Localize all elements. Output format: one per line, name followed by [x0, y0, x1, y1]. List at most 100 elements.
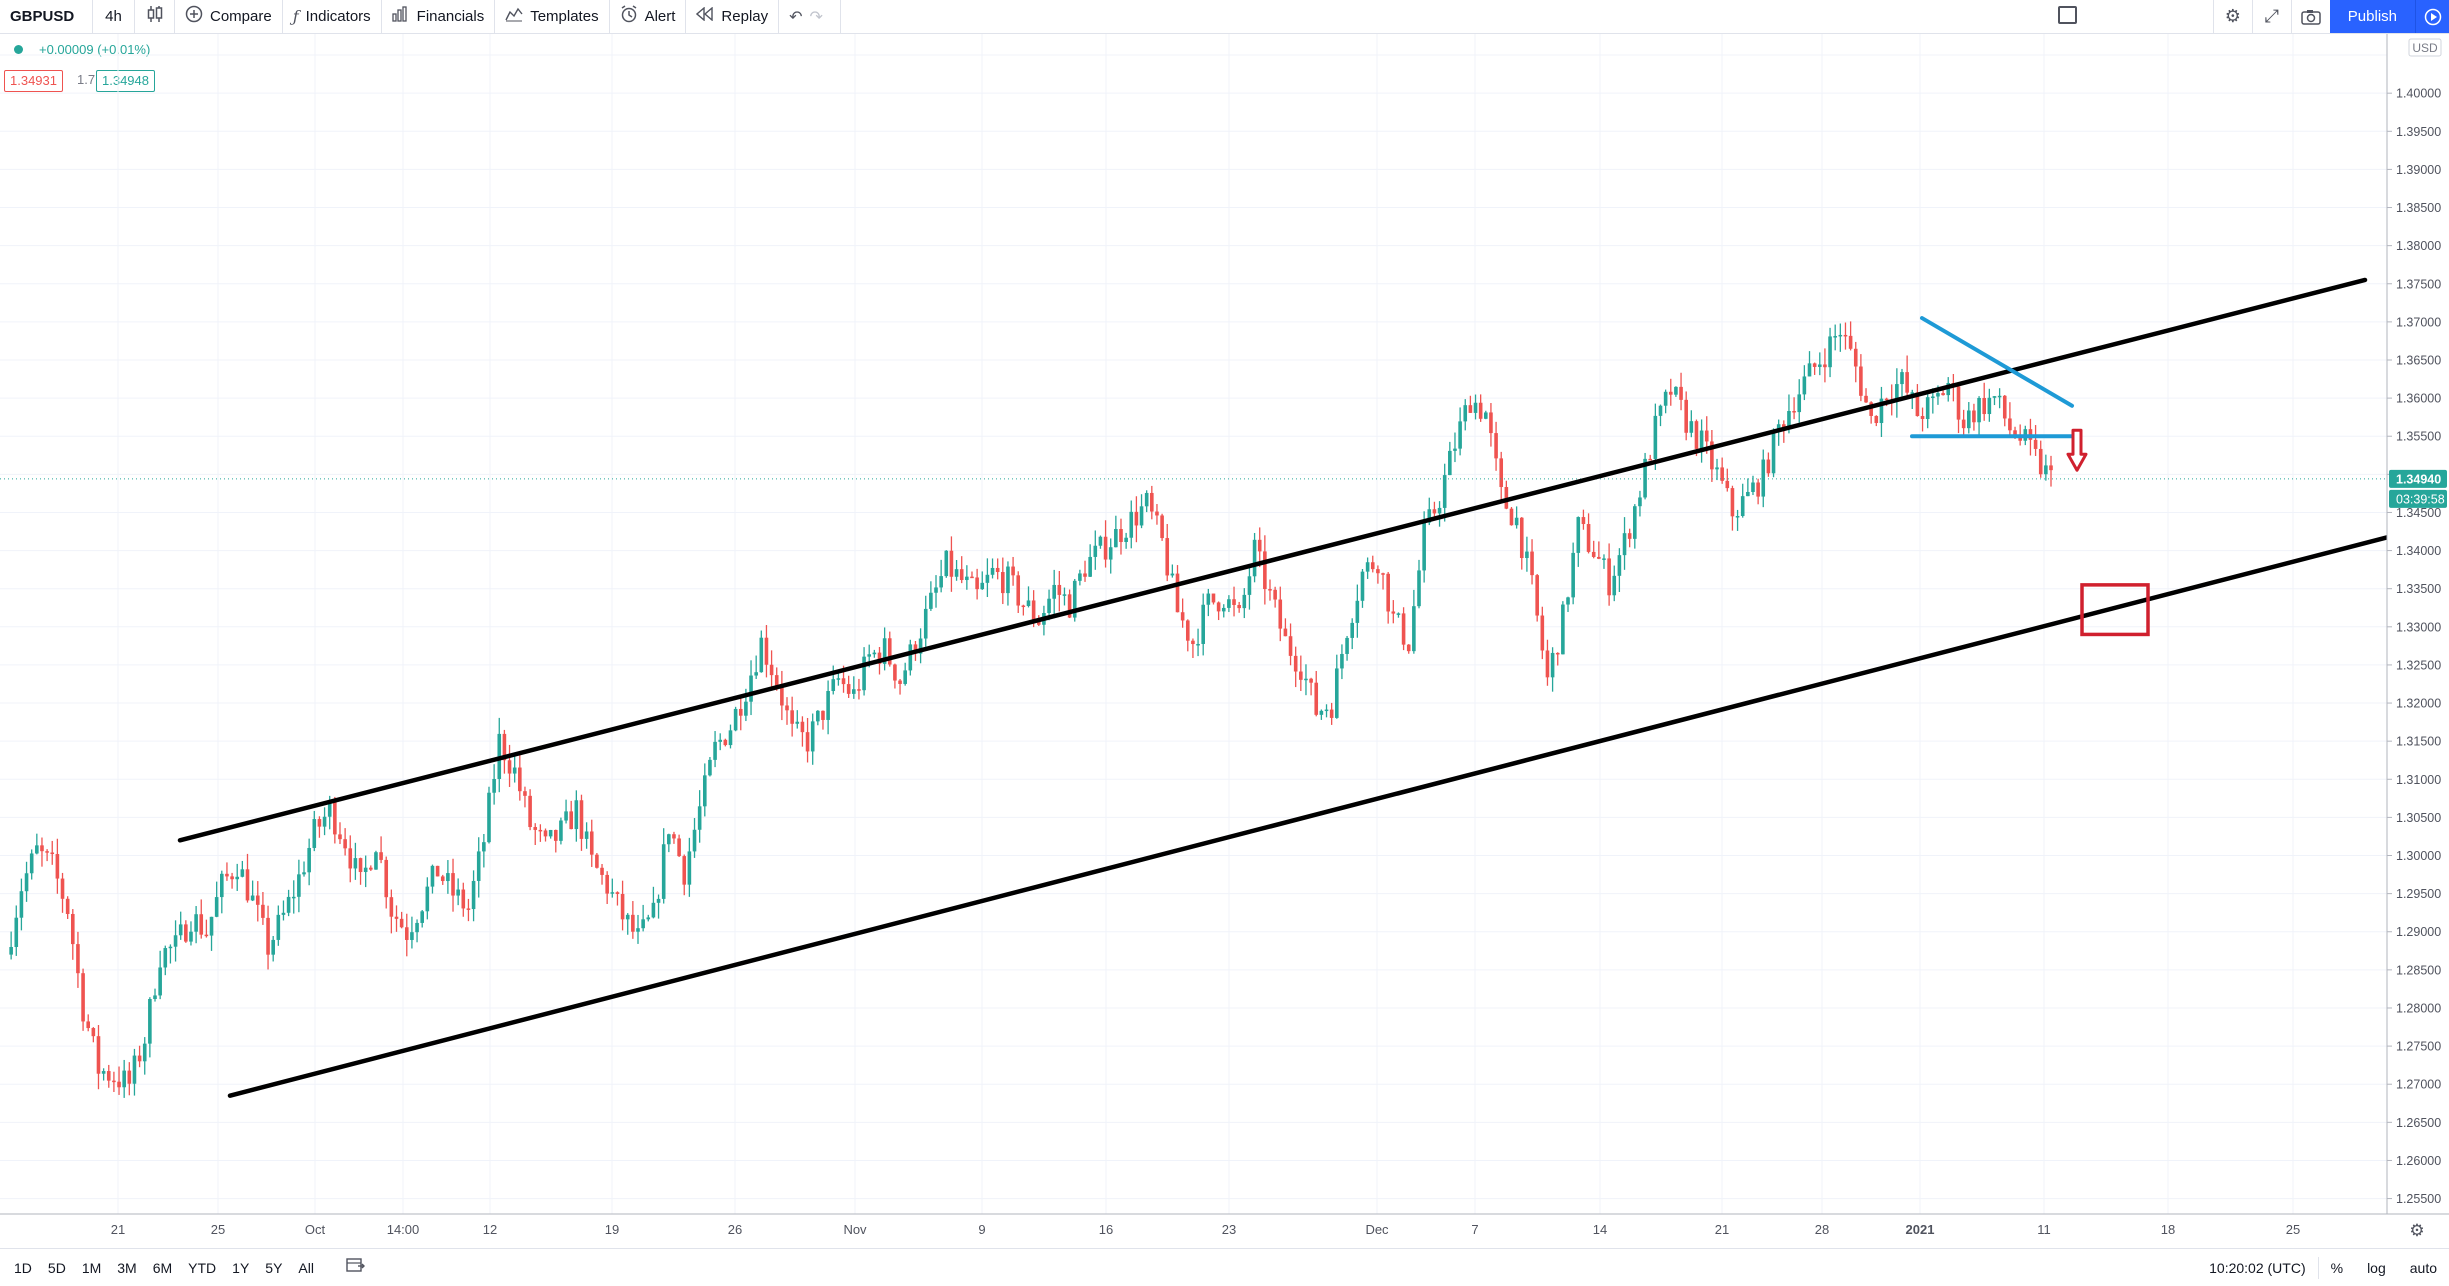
candle-body — [1103, 536, 1108, 560]
range-button-5y[interactable]: 5Y — [265, 1259, 283, 1276]
price-tick-label: 1.32500 — [2396, 658, 2441, 672]
candle-body — [697, 806, 702, 830]
candles — [9, 321, 2053, 1098]
candle-body — [1031, 600, 1036, 621]
candle-body — [1144, 492, 1149, 507]
candle-body — [682, 856, 687, 885]
gear-icon[interactable]: ⚙ — [2212, 0, 2252, 33]
replay-icon — [696, 6, 714, 26]
settings-icon[interactable]: ⚙ — [2409, 1221, 2424, 1241]
candle-body — [723, 739, 728, 746]
candle-body — [220, 873, 224, 898]
candle-body — [908, 644, 913, 671]
calendar-goto-icon[interactable] — [346, 1257, 366, 1278]
candle-body — [1633, 506, 1637, 539]
range-button-3m[interactable]: 3M — [117, 1259, 137, 1276]
candle-body — [1180, 612, 1185, 621]
compare-label: Compare — [210, 8, 272, 25]
candle-body — [358, 858, 363, 873]
candle-body — [1160, 515, 1164, 539]
candle-body — [1304, 678, 1308, 681]
redo-icon[interactable]: ↷ — [809, 8, 823, 26]
candle-body — [86, 1021, 91, 1029]
time-tick-label: Oct — [305, 1222, 326, 1237]
undo-icon[interactable]: ↶ — [789, 8, 803, 26]
candle-body — [1278, 599, 1283, 629]
candle-body — [1797, 394, 1802, 413]
range-button-ytd[interactable]: YTD — [188, 1259, 217, 1276]
candle-body — [245, 869, 250, 901]
log-toggle[interactable]: log — [2367, 1259, 2386, 1276]
candle-body — [1776, 424, 1781, 430]
price-chart[interactable]: USD 1.40000 1.39500 1.39000 1.38500 1.38000 1.… — [0, 34, 2449, 1248]
interval-selector[interactable]: 4h — [93, 0, 135, 33]
candle-body — [1247, 576, 1252, 595]
replay-button[interactable]: Replay — [686, 0, 780, 33]
range-button-1m[interactable]: 1M — [81, 1259, 102, 1276]
templates-button[interactable]: Templates — [495, 0, 610, 33]
candle-body — [1129, 511, 1134, 538]
candle-body — [333, 801, 337, 835]
range-button-1y[interactable]: 1Y — [232, 1259, 250, 1276]
candle-body — [1299, 671, 1303, 680]
candle-body — [1489, 412, 1493, 434]
fullscreen-rect-icon[interactable] — [2058, 6, 2077, 24]
auto-toggle[interactable]: auto — [2409, 1259, 2437, 1276]
candle-body — [1812, 363, 1817, 367]
candle-body — [1715, 467, 1719, 470]
range-button-all[interactable]: All — [298, 1259, 314, 1276]
alert-button[interactable]: Alert — [610, 0, 687, 33]
candle-body — [507, 760, 512, 774]
candle-body — [2044, 465, 2048, 475]
time-tick-label: 26 — [728, 1222, 742, 1237]
candle-body — [1114, 528, 1118, 548]
compare-plus-icon — [185, 5, 203, 28]
candle-body — [692, 829, 697, 852]
candle-body — [117, 1081, 121, 1088]
expand-icon[interactable]: ⤢ — [2251, 0, 2291, 33]
range-button-6m[interactable]: 6M — [152, 1259, 173, 1276]
candle-body — [785, 705, 789, 711]
indicators-button[interactable]: ƒ Indicators — [283, 0, 382, 33]
price-tick-label: 1.30500 — [2396, 811, 2441, 825]
buy-price[interactable]: 1.34948 — [96, 70, 155, 92]
candle-body — [1530, 551, 1534, 576]
time-tick-label: 2021 — [1906, 1222, 1935, 1237]
compare-button[interactable]: Compare — [175, 0, 283, 33]
candle-body — [1360, 571, 1365, 601]
candle-body — [266, 917, 270, 955]
candle-body — [1098, 536, 1103, 546]
candle-body — [1920, 416, 1925, 420]
candle-body — [487, 792, 491, 843]
candle-body — [1432, 509, 1437, 514]
range-button-1d[interactable]: 1D — [14, 1259, 32, 1276]
candle-body — [862, 656, 866, 691]
candle-body — [250, 895, 255, 901]
clock-display[interactable]: 10:20:02 (UTC) — [2209, 1259, 2306, 1276]
play-icon[interactable] — [2415, 0, 2449, 33]
sell-price[interactable]: 1.34931 — [4, 70, 63, 92]
publish-button[interactable]: Publish — [2329, 0, 2415, 33]
financials-button[interactable]: Financials — [382, 0, 496, 33]
candle-body — [1185, 620, 1190, 641]
candle-body — [1966, 410, 1971, 429]
price-change-value: +0.00009 (+0.01%) — [39, 42, 151, 57]
candle-body — [980, 582, 985, 590]
range-button-5d[interactable]: 5D — [47, 1259, 66, 1276]
candle-body — [1242, 594, 1247, 609]
percent-toggle[interactable]: % — [2330, 1259, 2344, 1276]
chart-type-button[interactable] — [135, 0, 175, 33]
candle-body — [132, 1055, 137, 1084]
candle-body — [1997, 395, 2002, 398]
indicators-label: Indicators — [305, 8, 371, 25]
candle-body — [1977, 397, 1981, 423]
candle-body — [209, 916, 214, 936]
camera-icon[interactable] — [2290, 0, 2330, 33]
candle-body — [1622, 533, 1627, 556]
candle-body — [893, 664, 897, 681]
candle-body — [1627, 533, 1632, 539]
symbol-search[interactable]: GBPUSD — [0, 0, 93, 33]
candle-body — [404, 927, 409, 940]
candle-body — [50, 852, 55, 855]
price-tick-label: 1.39000 — [2396, 163, 2441, 177]
